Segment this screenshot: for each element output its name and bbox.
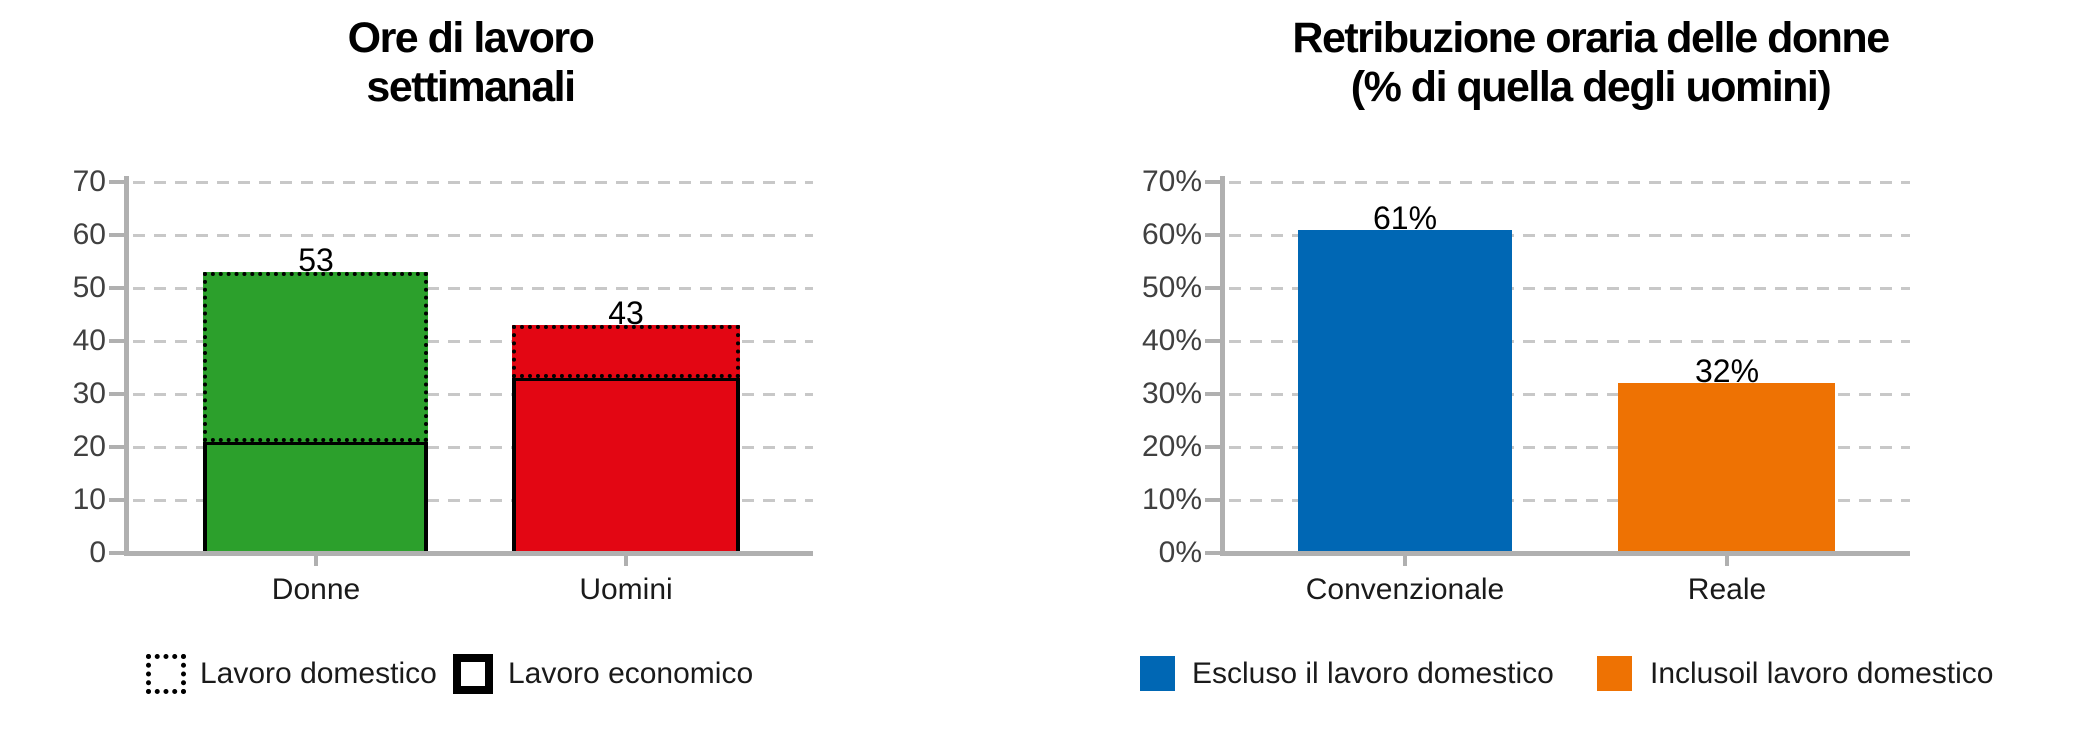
gridline bbox=[133, 234, 813, 237]
x-axis-tick bbox=[1403, 556, 1407, 566]
gridline bbox=[1229, 181, 1910, 184]
y-axis-tick bbox=[1205, 339, 1220, 343]
x-axis-category-label: Reale bbox=[1687, 573, 1767, 606]
y-axis-label: 30 bbox=[72, 377, 106, 410]
y-axis-tick bbox=[1205, 286, 1220, 290]
bar-donne-lavoro-economico bbox=[203, 442, 428, 553]
bar-value-label: 61% bbox=[1372, 200, 1438, 236]
bar-convenzionale bbox=[1298, 230, 1512, 553]
gridline bbox=[133, 393, 813, 396]
gridline bbox=[133, 340, 813, 343]
y-axis-label: 50% bbox=[1141, 271, 1202, 304]
y-axis-label: 60 bbox=[72, 218, 106, 251]
x-axis-tick bbox=[624, 556, 628, 566]
x-axis-tick bbox=[1725, 556, 1729, 566]
legend-label: Escluso il lavoro domestico bbox=[1192, 657, 1554, 690]
y-axis-tick bbox=[109, 498, 124, 502]
y-axis-tick bbox=[1205, 551, 1220, 555]
legend-swatch-lavoro-economico bbox=[453, 654, 493, 694]
bar-reale bbox=[1618, 383, 1835, 553]
bar-value-label: 32% bbox=[1694, 353, 1760, 389]
y-axis-label: 0% bbox=[1158, 536, 1202, 569]
y-axis-label: 20% bbox=[1141, 430, 1202, 463]
bar-donne-lavoro-domestico bbox=[203, 272, 428, 442]
y-axis-label: 10% bbox=[1141, 483, 1202, 516]
x-axis-category-label: Donne bbox=[271, 573, 361, 606]
y-axis-label: 50 bbox=[72, 271, 106, 304]
legend-swatch-inclusoil-lavoro-domestico bbox=[1597, 656, 1632, 691]
y-axis-tick bbox=[109, 551, 124, 555]
legend-label: Lavoro economico bbox=[508, 657, 754, 690]
y-axis-tick bbox=[109, 445, 124, 449]
chart-title-left: Ore di lavoro settimanali bbox=[347, 14, 595, 111]
legend-swatch-escluso-il-lavoro-domestico bbox=[1140, 656, 1175, 691]
y-axis-label: 70% bbox=[1141, 165, 1202, 198]
gridline bbox=[133, 499, 813, 502]
x-axis-line bbox=[124, 551, 813, 556]
y-axis-label: 60% bbox=[1141, 218, 1202, 251]
y-axis-label: 10 bbox=[72, 483, 106, 516]
gridline bbox=[1229, 340, 1910, 343]
gridline bbox=[133, 287, 813, 290]
gridline bbox=[1229, 234, 1910, 237]
y-axis-tick bbox=[1205, 180, 1220, 184]
gridline bbox=[133, 181, 813, 184]
y-axis-tick bbox=[109, 286, 124, 290]
legend-label: Lavoro domestico bbox=[200, 657, 437, 690]
bar-uomini-lavoro-domestico bbox=[512, 325, 740, 378]
y-axis-label: 70 bbox=[72, 165, 106, 198]
x-axis-line bbox=[1220, 551, 1910, 556]
y-axis-tick bbox=[1205, 392, 1220, 396]
y-axis-tick bbox=[1205, 233, 1220, 237]
gridline bbox=[1229, 287, 1910, 290]
gridline bbox=[1229, 446, 1910, 449]
y-axis-line bbox=[1220, 176, 1225, 556]
chart-title-right: Retribuzione oraria delle donne (% di qu… bbox=[1292, 14, 1890, 111]
y-axis-label: 20 bbox=[72, 430, 106, 463]
y-axis-label: 30% bbox=[1141, 377, 1202, 410]
y-axis-label: 40 bbox=[72, 324, 106, 357]
x-axis-category-label: Uomini bbox=[579, 573, 673, 606]
bar-value-label: 53 bbox=[298, 242, 334, 278]
y-axis-tick bbox=[109, 392, 124, 396]
bar-uomini-lavoro-economico bbox=[512, 378, 740, 553]
y-axis-tick bbox=[109, 233, 124, 237]
y-axis-line bbox=[124, 176, 129, 556]
x-axis-tick bbox=[314, 556, 318, 566]
gridline bbox=[1229, 393, 1910, 396]
y-axis-tick bbox=[1205, 445, 1220, 449]
y-axis-tick bbox=[109, 180, 124, 184]
legend-swatch-lavoro-domestico bbox=[146, 654, 186, 694]
y-axis-label: 40% bbox=[1141, 324, 1202, 357]
gridline bbox=[133, 446, 813, 449]
x-axis-category-label: Convenzionale bbox=[1305, 573, 1505, 606]
legend-label: Inclusoil lavoro domestico bbox=[1650, 657, 1994, 690]
y-axis-label: 0 bbox=[89, 536, 106, 569]
y-axis-tick bbox=[109, 339, 124, 343]
gridline bbox=[1229, 499, 1910, 502]
bar-value-label: 43 bbox=[608, 295, 644, 331]
y-axis-tick bbox=[1205, 498, 1220, 502]
